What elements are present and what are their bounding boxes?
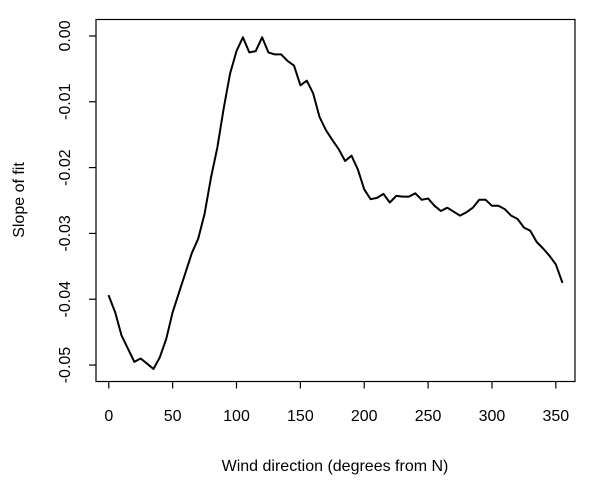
y-tick-label: 0.00 [57, 20, 74, 51]
x-tick-label: 100 [223, 408, 250, 425]
x-tick-label: 150 [287, 408, 314, 425]
x-axis [109, 382, 556, 389]
y-tick-label: -0.03 [57, 215, 74, 252]
y-axis [89, 36, 96, 365]
y-tick-label: -0.05 [57, 347, 74, 384]
series-layer [109, 37, 562, 369]
plot-frame [96, 20, 575, 382]
y-tick-labels: 0.00 -0.01 -0.02 -0.03 -0.04 -0.05 [57, 20, 74, 383]
x-tick-labels: 0 50 100 150 200 250 300 350 [104, 408, 569, 425]
y-tick-label: -0.02 [57, 149, 74, 186]
x-tick-label: 350 [542, 408, 569, 425]
y-tick-label: -0.04 [57, 281, 74, 318]
x-tick-label: 300 [479, 408, 506, 425]
y-tick-label: -0.01 [57, 83, 74, 120]
x-tick-label: 200 [351, 408, 378, 425]
y-axis-title: Slope of fit [11, 162, 28, 238]
x-tick-label: 250 [415, 408, 442, 425]
x-tick-label: 50 [164, 408, 182, 425]
x-axis-title: Wind direction (degrees from N) [222, 458, 449, 475]
series-line [109, 37, 562, 369]
x-tick-label: 0 [104, 408, 113, 425]
